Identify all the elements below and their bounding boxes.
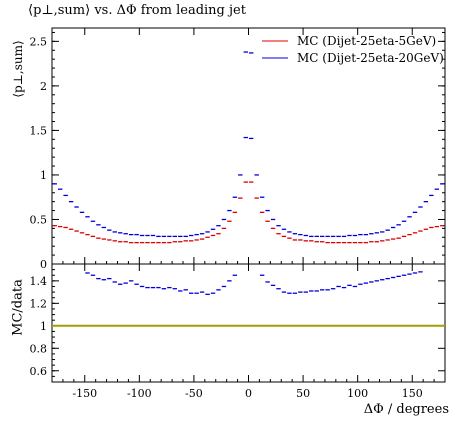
- main-y-tick-label: 0.5: [30, 213, 48, 226]
- main-y-tick-label: 2.5: [30, 35, 48, 48]
- main-y-axis: 0 0.5 1 1.5 2 2.5: [30, 31, 445, 271]
- x-tick-label: 150: [402, 387, 423, 400]
- legend-label-5gev: MC (Dijet-25eta-5GeV): [297, 34, 436, 48]
- ratio-y-tick-label: 1: [40, 320, 47, 333]
- main-y-tick-label: 1.5: [30, 124, 48, 137]
- x-axis-label: ΔΦ / degrees: [363, 402, 449, 417]
- legend-label-20gev: MC (Dijet-25eta-20GeV): [297, 51, 444, 65]
- ratio-plot-frame: [51, 263, 446, 383]
- main-y-axis-label: ⟨p⊥,sum⟩: [11, 40, 25, 98]
- x-tick-label: -100: [127, 387, 152, 400]
- ratio-series-marks: [85, 271, 423, 295]
- x-tick-label: 0: [245, 387, 252, 400]
- ratio-y-axis-label: MC/data: [10, 279, 26, 336]
- ratio-y-tick-label: 1.4: [30, 275, 48, 288]
- x-tick-label: -50: [185, 387, 203, 400]
- x-tick-label: 50: [296, 387, 310, 400]
- ratio-y-tick-label: 0.6: [30, 365, 48, 378]
- ratio-y-axis: 0.6 0.8 1 1.2 1.4: [30, 269, 445, 378]
- legend: MC (Dijet-25eta-5GeV) MC (Dijet-25eta-20…: [262, 34, 444, 65]
- ratio-y-tick-label: 1.2: [30, 297, 48, 310]
- ratio-y-tick-label: 0.8: [30, 342, 48, 355]
- x-tick-label: 100: [347, 387, 368, 400]
- main-series-marks: [52, 51, 445, 244]
- chart-title: ⟨p⊥,sum⟩ vs. ΔΦ from leading jet: [28, 3, 246, 18]
- x-axis: -150 -100 -50 0 50 100 150: [62, 28, 435, 400]
- main-y-tick-label: 2: [40, 80, 47, 93]
- main-y-tick-label: 1: [40, 169, 47, 182]
- x-tick-label: -150: [72, 387, 97, 400]
- main-y-tick-label: 0: [40, 258, 47, 271]
